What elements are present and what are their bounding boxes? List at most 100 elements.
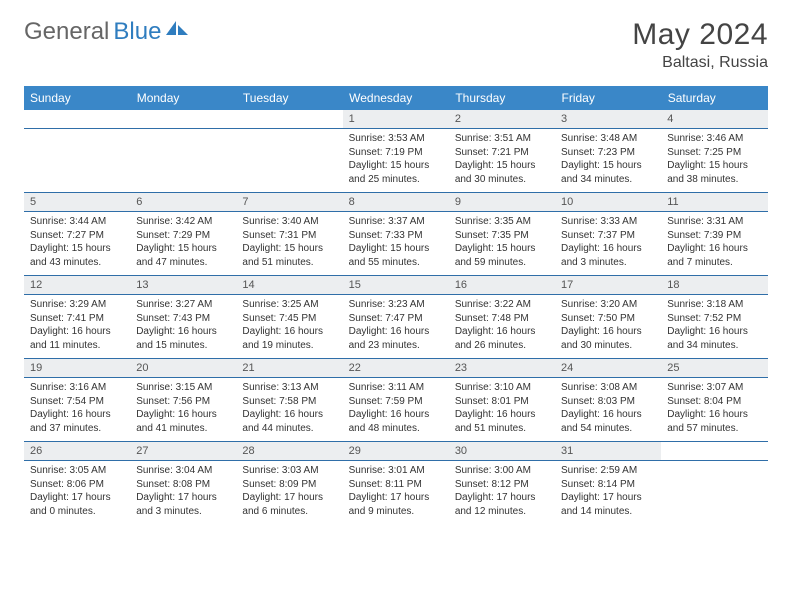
title-block: May 2024 Baltasi, Russia (632, 18, 768, 72)
weekday-header: Friday (555, 86, 661, 110)
day-number-row: 12131415161718 (24, 276, 768, 295)
day-number-cell: 30 (449, 442, 555, 461)
sunset-line: Sunset: 7:59 PM (349, 395, 443, 409)
day-detail-cell: Sunrise: 3:37 AMSunset: 7:33 PMDaylight:… (343, 212, 449, 276)
sunrise-line: Sunrise: 3:46 AM (667, 132, 761, 146)
day-number-cell: 18 (661, 276, 767, 295)
sunrise-line: Sunrise: 3:08 AM (561, 381, 655, 395)
day-number-cell: 8 (343, 193, 449, 212)
sunrise-line: Sunrise: 3:13 AM (242, 381, 336, 395)
day-number-cell: 1 (343, 110, 449, 129)
day-number-row: 262728293031 (24, 442, 768, 461)
day-detail-cell: Sunrise: 3:15 AMSunset: 7:56 PMDaylight:… (130, 378, 236, 442)
day-number-cell (24, 110, 130, 129)
daylight-line: Daylight: 16 hours and 7 minutes. (667, 242, 761, 269)
daylight-line: Daylight: 16 hours and 57 minutes. (667, 408, 761, 435)
day-number-cell: 6 (130, 193, 236, 212)
sunset-line: Sunset: 7:33 PM (349, 229, 443, 243)
day-number-cell: 2 (449, 110, 555, 129)
sunset-line: Sunset: 7:43 PM (136, 312, 230, 326)
day-number-cell: 9 (449, 193, 555, 212)
daylight-line: Daylight: 15 hours and 38 minutes. (667, 159, 761, 186)
daylight-line: Daylight: 15 hours and 55 minutes. (349, 242, 443, 269)
daylight-line: Daylight: 17 hours and 0 minutes. (30, 491, 124, 518)
sunrise-line: Sunrise: 3:05 AM (30, 464, 124, 478)
day-number-row: 1234 (24, 110, 768, 129)
day-detail-cell: Sunrise: 3:53 AMSunset: 7:19 PMDaylight:… (343, 129, 449, 193)
sunset-line: Sunset: 8:09 PM (242, 478, 336, 492)
sunset-line: Sunset: 7:52 PM (667, 312, 761, 326)
day-detail-cell (24, 129, 130, 193)
sunset-line: Sunset: 7:45 PM (242, 312, 336, 326)
sunset-line: Sunset: 7:56 PM (136, 395, 230, 409)
daylight-line: Daylight: 16 hours and 23 minutes. (349, 325, 443, 352)
sunrise-line: Sunrise: 3:22 AM (455, 298, 549, 312)
day-detail-cell: Sunrise: 3:42 AMSunset: 7:29 PMDaylight:… (130, 212, 236, 276)
day-detail-cell: Sunrise: 3:03 AMSunset: 8:09 PMDaylight:… (236, 461, 342, 525)
weekday-header: Wednesday (343, 86, 449, 110)
sunrise-line: Sunrise: 3:33 AM (561, 215, 655, 229)
daylight-line: Daylight: 16 hours and 51 minutes. (455, 408, 549, 435)
sunset-line: Sunset: 7:54 PM (30, 395, 124, 409)
day-detail-cell: Sunrise: 3:07 AMSunset: 8:04 PMDaylight:… (661, 378, 767, 442)
sunrise-line: Sunrise: 3:23 AM (349, 298, 443, 312)
weekday-header: Tuesday (236, 86, 342, 110)
day-detail-cell: Sunrise: 3:33 AMSunset: 7:37 PMDaylight:… (555, 212, 661, 276)
day-number-row: 19202122232425 (24, 359, 768, 378)
sunset-line: Sunset: 7:41 PM (30, 312, 124, 326)
sunrise-line: Sunrise: 3:01 AM (349, 464, 443, 478)
sunrise-line: Sunrise: 3:35 AM (455, 215, 549, 229)
brand-part1: General (24, 18, 109, 46)
daylight-line: Daylight: 17 hours and 12 minutes. (455, 491, 549, 518)
daylight-line: Daylight: 16 hours and 34 minutes. (667, 325, 761, 352)
daylight-line: Daylight: 17 hours and 6 minutes. (242, 491, 336, 518)
day-number-cell: 15 (343, 276, 449, 295)
day-number-cell: 7 (236, 193, 342, 212)
day-detail-cell: Sunrise: 3:04 AMSunset: 8:08 PMDaylight:… (130, 461, 236, 525)
daylight-line: Daylight: 16 hours and 11 minutes. (30, 325, 124, 352)
day-detail-cell: Sunrise: 3:20 AMSunset: 7:50 PMDaylight:… (555, 295, 661, 359)
sunset-line: Sunset: 7:35 PM (455, 229, 549, 243)
sunrise-line: Sunrise: 3:27 AM (136, 298, 230, 312)
weekday-header: Saturday (661, 86, 767, 110)
daylight-line: Daylight: 15 hours and 25 minutes. (349, 159, 443, 186)
day-detail-cell: Sunrise: 3:08 AMSunset: 8:03 PMDaylight:… (555, 378, 661, 442)
daylight-line: Daylight: 16 hours and 37 minutes. (30, 408, 124, 435)
sunrise-line: Sunrise: 3:25 AM (242, 298, 336, 312)
location: Baltasi, Russia (632, 54, 768, 72)
day-number-cell: 10 (555, 193, 661, 212)
day-detail-cell (130, 129, 236, 193)
daylight-line: Daylight: 17 hours and 14 minutes. (561, 491, 655, 518)
day-number-cell: 23 (449, 359, 555, 378)
day-number-row: 567891011 (24, 193, 768, 212)
day-detail-cell: Sunrise: 2:59 AMSunset: 8:14 PMDaylight:… (555, 461, 661, 525)
sunrise-line: Sunrise: 3:00 AM (455, 464, 549, 478)
daylight-line: Daylight: 16 hours and 26 minutes. (455, 325, 549, 352)
sunrise-line: Sunrise: 3:16 AM (30, 381, 124, 395)
day-detail-row: Sunrise: 3:16 AMSunset: 7:54 PMDaylight:… (24, 378, 768, 442)
sunrise-line: Sunrise: 3:37 AM (349, 215, 443, 229)
sunset-line: Sunset: 7:47 PM (349, 312, 443, 326)
sunset-line: Sunset: 8:14 PM (561, 478, 655, 492)
weekday-header: Thursday (449, 86, 555, 110)
day-number-cell: 14 (236, 276, 342, 295)
daylight-line: Daylight: 15 hours and 51 minutes. (242, 242, 336, 269)
day-detail-row: Sunrise: 3:29 AMSunset: 7:41 PMDaylight:… (24, 295, 768, 359)
day-detail-cell: Sunrise: 3:00 AMSunset: 8:12 PMDaylight:… (449, 461, 555, 525)
sunset-line: Sunset: 7:29 PM (136, 229, 230, 243)
day-detail-cell: Sunrise: 3:51 AMSunset: 7:21 PMDaylight:… (449, 129, 555, 193)
day-number-cell: 22 (343, 359, 449, 378)
daylight-line: Daylight: 16 hours and 30 minutes. (561, 325, 655, 352)
daylight-line: Daylight: 16 hours and 41 minutes. (136, 408, 230, 435)
day-number-cell: 31 (555, 442, 661, 461)
sunset-line: Sunset: 7:50 PM (561, 312, 655, 326)
day-detail-cell: Sunrise: 3:25 AMSunset: 7:45 PMDaylight:… (236, 295, 342, 359)
day-detail-cell (661, 461, 767, 525)
day-number-cell: 3 (555, 110, 661, 129)
sunset-line: Sunset: 7:39 PM (667, 229, 761, 243)
sunset-line: Sunset: 7:48 PM (455, 312, 549, 326)
day-detail-cell: Sunrise: 3:48 AMSunset: 7:23 PMDaylight:… (555, 129, 661, 193)
sunrise-line: Sunrise: 3:11 AM (349, 381, 443, 395)
day-detail-cell: Sunrise: 3:23 AMSunset: 7:47 PMDaylight:… (343, 295, 449, 359)
calendar-table: SundayMondayTuesdayWednesdayThursdayFrid… (24, 86, 768, 525)
